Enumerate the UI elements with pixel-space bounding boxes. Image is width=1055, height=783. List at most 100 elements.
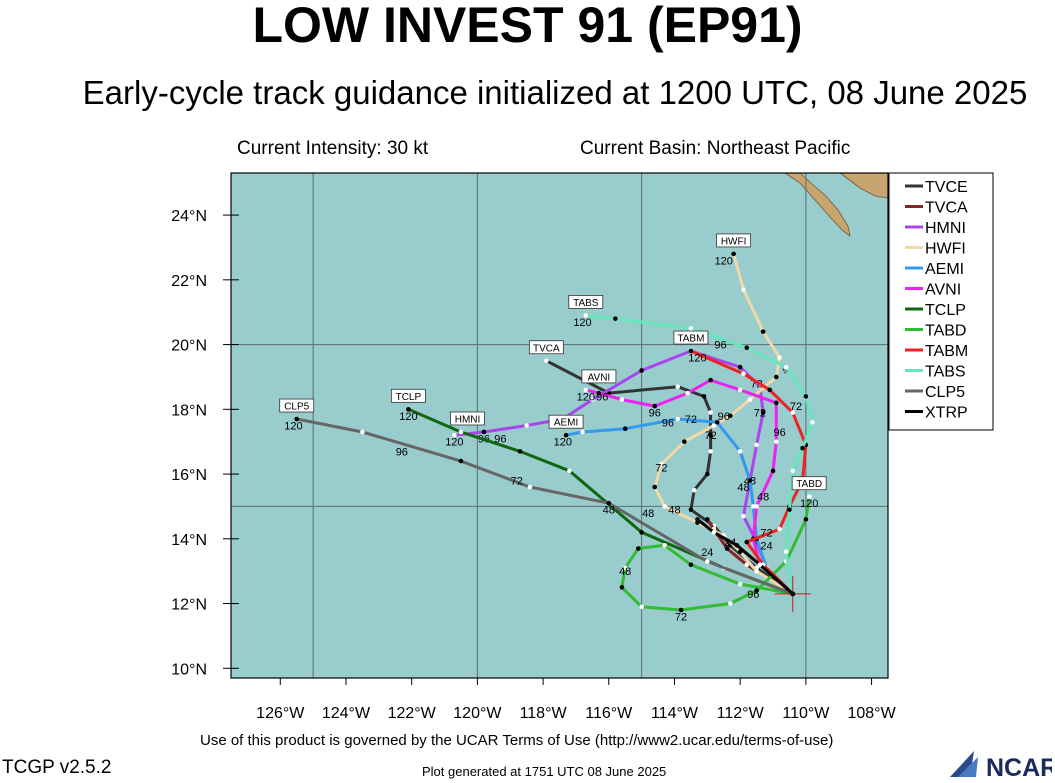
page-title: LOW INVEST 91 (EP91) bbox=[252, 0, 803, 53]
track-point-aemi bbox=[751, 504, 756, 509]
legend-label-hwfi: HWFI bbox=[925, 241, 966, 258]
track-point-tvce bbox=[688, 507, 694, 512]
legend-label-aemi: AEMI bbox=[925, 261, 964, 278]
forecast-hour-label-tabm: 120 bbox=[688, 353, 706, 365]
forecast-hour-label-aemi: 96 bbox=[662, 417, 674, 429]
legend-label-avni: AVNI bbox=[925, 282, 961, 299]
baja-land bbox=[783, 172, 851, 237]
track-point-aemi bbox=[563, 432, 569, 438]
track-point-avni bbox=[737, 387, 743, 393]
track-avni bbox=[584, 378, 795, 596]
track-point-tclp bbox=[567, 468, 572, 474]
initial-position-dot bbox=[790, 591, 796, 597]
track-point-hmni bbox=[590, 397, 595, 402]
track-point-tabd bbox=[806, 494, 812, 500]
track-point-hwfi bbox=[731, 251, 736, 257]
track-point-hmni bbox=[452, 432, 457, 438]
track-point-avni bbox=[596, 390, 602, 396]
forecast-hour-label-avni: 72 bbox=[754, 408, 766, 420]
forecast-hour-label-avni: 96 bbox=[649, 408, 661, 420]
track-point-hwfi bbox=[728, 413, 733, 419]
track-point-avni bbox=[708, 377, 713, 383]
x-tick-label: 122°W bbox=[388, 705, 437, 722]
track-point-clp5 bbox=[527, 484, 533, 490]
track-point-hwfi bbox=[711, 423, 717, 428]
track-id-box bbox=[581, 369, 617, 384]
track-point-tabm bbox=[767, 387, 773, 393]
track-point-xtrp bbox=[711, 530, 717, 535]
track-point-tabm bbox=[744, 539, 750, 545]
legend-label-tabs: TABS bbox=[925, 364, 966, 381]
track-point-avni bbox=[774, 400, 779, 406]
forecast-hour-label-tabs: 96 bbox=[714, 340, 726, 352]
track-id-box bbox=[673, 330, 709, 345]
track-point-tabs bbox=[787, 507, 792, 512]
track-point-clp5 bbox=[458, 458, 464, 464]
track-point-aemi bbox=[747, 478, 753, 483]
track-point-hwfi bbox=[659, 462, 664, 467]
forecast-hour-label-tabm: 72 bbox=[790, 401, 802, 413]
track-point-tabd bbox=[737, 581, 743, 587]
x-tick-label: 114°W bbox=[651, 705, 699, 722]
track-point-tvce bbox=[708, 432, 713, 438]
track-point-hmni bbox=[741, 513, 746, 519]
track-point-tabd bbox=[754, 588, 759, 593]
current-intensity-label: Current Intensity: 30 kt bbox=[237, 138, 429, 159]
forecast-hour-label-tabm: 96 bbox=[773, 427, 785, 439]
track-point-xtrp bbox=[695, 517, 700, 522]
track-point-tvca bbox=[705, 517, 710, 522]
track-point-tclp bbox=[406, 407, 411, 412]
track-point-avni bbox=[583, 387, 589, 393]
track-point-tabs bbox=[803, 394, 809, 399]
forecast-hour-label-clp5: 48 bbox=[603, 505, 615, 517]
track-point-tvce bbox=[708, 449, 713, 454]
track-point-hwfi bbox=[774, 374, 779, 380]
forecast-hour-label-avni: 96 bbox=[596, 391, 608, 403]
track-point-aemi bbox=[580, 429, 585, 435]
track-id-label: HWFI bbox=[721, 236, 747, 247]
forecast-hour-label-tabd: 96 bbox=[747, 589, 759, 601]
track-id-label: AEMI bbox=[554, 418, 578, 429]
x-tick-label: 118°W bbox=[520, 705, 568, 722]
track-point-tclp bbox=[458, 429, 464, 435]
track-point-xtrp bbox=[734, 542, 740, 548]
track-id-box bbox=[791, 476, 827, 491]
forecast-hour-label-tabs: 120 bbox=[573, 317, 591, 329]
forecast-hour-label-tclp: 48 bbox=[642, 508, 654, 520]
track-point-clp5 bbox=[705, 559, 710, 564]
track-point-avni bbox=[652, 403, 658, 409]
legend-label-clp5: CLP5 bbox=[925, 384, 965, 401]
track-point-tabd bbox=[728, 601, 733, 606]
track-point-tabd bbox=[619, 585, 625, 590]
forecast-hour-label-tabd: 120 bbox=[800, 498, 818, 510]
track-id-label: AVNI bbox=[588, 372, 611, 383]
track-point-tvce bbox=[544, 358, 549, 364]
y-tick-label: 14°N bbox=[171, 532, 207, 549]
y-tick-label: 16°N bbox=[171, 467, 207, 484]
track-point-aemi bbox=[675, 416, 681, 422]
track-point-aemi bbox=[737, 449, 743, 454]
track-point-tabs bbox=[783, 364, 789, 370]
track-point-tabs bbox=[744, 345, 750, 351]
track-point-hwfi bbox=[652, 484, 658, 490]
track-point-avni bbox=[619, 397, 625, 402]
forecast-hour-label-xtrp: 24 bbox=[724, 537, 736, 549]
track-point-clp5 bbox=[606, 500, 612, 506]
y-tick-label: 18°N bbox=[171, 402, 207, 419]
track-point-tvce bbox=[691, 487, 697, 493]
legend: TVCE TVCA HMNI HWFI AEMI AVNI TCLP TABD TABM TABS… bbox=[888, 172, 994, 431]
legend-label-xtrp: XTRP bbox=[925, 405, 968, 422]
track-point-tvce bbox=[708, 410, 713, 415]
page-subtitle: Early-cycle track guidance initialized a… bbox=[82, 74, 1028, 111]
track-point-hmni bbox=[737, 364, 743, 370]
track-point-avni bbox=[774, 439, 779, 444]
track-point-hmni bbox=[760, 410, 766, 415]
track-point-tvce bbox=[675, 384, 681, 389]
forecast-hour-label-hwfi: 48 bbox=[668, 505, 680, 517]
track-id-label: HMNI bbox=[455, 414, 481, 425]
track-id-label: TABD bbox=[796, 479, 822, 490]
forecast-hour-label-tvce: 72 bbox=[704, 430, 716, 442]
legend-label-tabm: TABM bbox=[925, 343, 968, 360]
forecast-hour-label-tabd: 72 bbox=[675, 611, 687, 623]
track-point-hmni bbox=[524, 423, 529, 428]
